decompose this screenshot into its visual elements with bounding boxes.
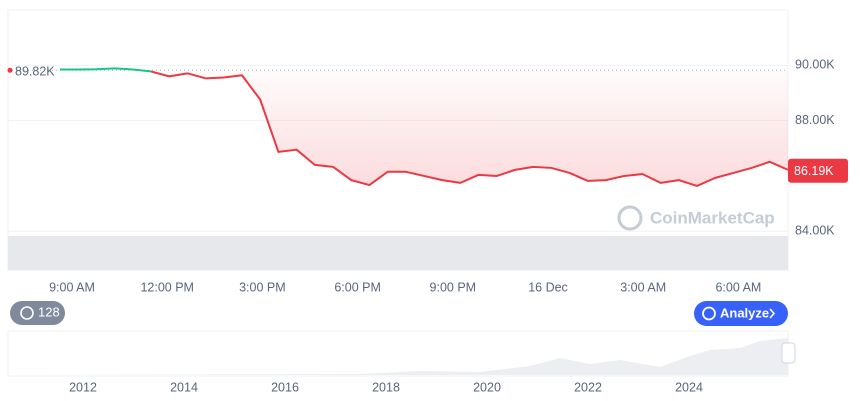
- navigator-year: 2014: [170, 380, 198, 394]
- analyze-text[interactable]: Analyze: [720, 305, 769, 320]
- x-tick-label: 9:00 PM: [430, 280, 477, 294]
- x-tick-label: 6:00 AM: [715, 280, 761, 294]
- analyze-button[interactable]: Analyze: [694, 301, 788, 326]
- badge-icon: [20, 306, 34, 320]
- badge-bg[interactable]: [10, 301, 65, 325]
- watermark-logo: [617, 205, 643, 231]
- price-line: [150, 70, 789, 187]
- x-tick-label: 16 Dec: [528, 280, 568, 294]
- reference-label: 89.82K: [15, 65, 55, 79]
- navigator-area: [8, 338, 788, 375]
- y-tick-label: 88.00K: [795, 113, 835, 127]
- watermark: CoinMarketCap: [617, 205, 775, 231]
- x-tick-label: 12:00 PM: [140, 280, 194, 294]
- navigator-year: 2020: [473, 380, 501, 394]
- analyze-icon: [702, 306, 716, 321]
- x-tick-label: 3:00 AM: [620, 280, 666, 294]
- x-tick-label: 9:00 AM: [49, 280, 95, 294]
- y-tick-label: 84.00K: [795, 224, 835, 238]
- navigator-year: 2012: [69, 380, 97, 394]
- x-tick-label: 6:00 PM: [334, 280, 381, 294]
- watermark-text: CoinMarketCap: [650, 208, 775, 227]
- navigator-year: 2018: [372, 380, 400, 394]
- volume-area: [8, 236, 788, 270]
- history-badge[interactable]: 128: [10, 301, 65, 325]
- analyze-bg[interactable]: [694, 301, 788, 326]
- navigator-year: 2024: [675, 380, 703, 394]
- y-tick-label: 90.00K: [795, 58, 835, 72]
- reference-dot: [7, 67, 13, 73]
- navigator-year: 2022: [574, 380, 602, 394]
- price-line: [60, 67, 152, 73]
- badge-text[interactable]: 128: [38, 304, 60, 319]
- analyze-arrow: [769, 308, 776, 319]
- navigator: [7, 330, 796, 377]
- navigator-year: 2016: [271, 380, 299, 394]
- x-tick-label: 3:00 PM: [239, 280, 286, 294]
- area-fill: [151, 70, 788, 186]
- navigator-handle[interactable]: [781, 342, 796, 364]
- current-price-label: 86.19K: [794, 164, 834, 178]
- current-price-box: [788, 158, 848, 183]
